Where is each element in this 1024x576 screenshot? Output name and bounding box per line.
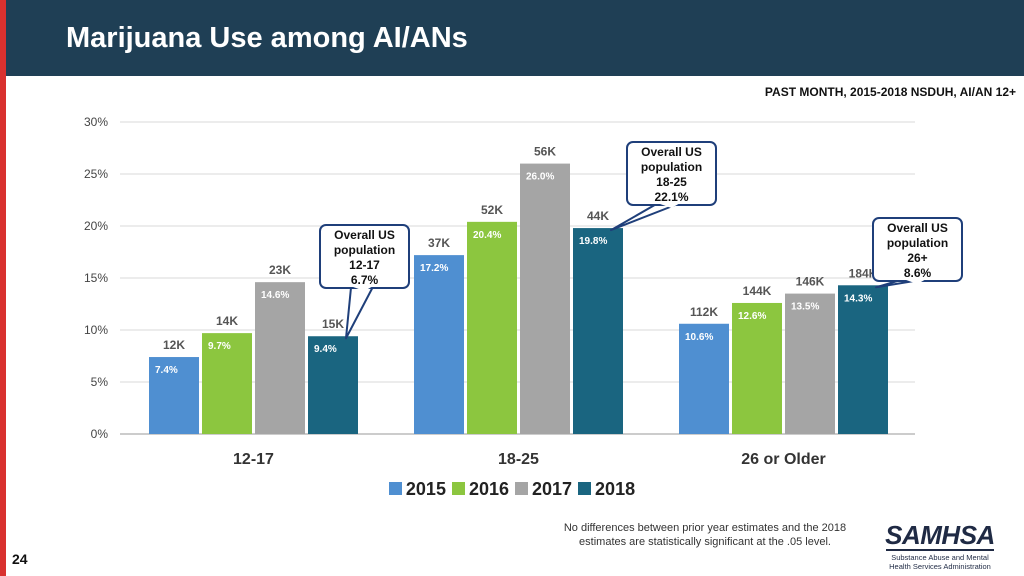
bar-value-label: 9.7% <box>208 341 231 352</box>
bar <box>414 255 464 434</box>
bar-count-label: 37K <box>428 236 450 250</box>
bar-value-label: 14.6% <box>261 290 289 301</box>
bar-value-label: 26.0% <box>526 172 554 183</box>
bar-value-label: 7.4% <box>155 365 178 376</box>
callout-joint <box>906 280 925 284</box>
bar-count-label: 23K <box>269 263 291 277</box>
callout-text: 18-25 <box>656 175 687 189</box>
callout-joint <box>660 204 679 208</box>
legend-item: 2016 <box>451 479 509 500</box>
bar-value-label: 12.6% <box>738 311 766 322</box>
bar <box>255 282 305 434</box>
chart-subtitle: PAST MONTH, 2015-2018 NSDUH, AI/AN 12+ <box>764 85 1016 99</box>
bar <box>573 228 623 434</box>
x-category-label: 18-25 <box>498 451 539 468</box>
legend-label: 2016 <box>468 479 509 499</box>
bar <box>785 293 835 434</box>
y-tick-label: 0% <box>91 427 109 441</box>
bar-count-label: 12K <box>163 338 185 352</box>
chart-legend: 2015 2016 2017 2018 <box>0 479 1024 500</box>
bar-count-label: 144K <box>743 284 772 298</box>
bar-count-label: 52K <box>481 203 503 217</box>
bar-value-label: 9.4% <box>314 344 337 355</box>
bar-value-label: 17.2% <box>420 263 448 274</box>
callout-text: 12-17 <box>349 258 380 272</box>
bar <box>838 285 888 434</box>
legend-label: 2017 <box>532 479 573 499</box>
samhsa-logo: SAMHSA Substance Abuse and Mental Health… <box>880 522 1000 571</box>
bar-value-label: 10.6% <box>685 332 713 343</box>
y-tick-label: 15% <box>84 271 108 285</box>
bar-value-label: 20.4% <box>473 230 501 241</box>
bar-count-label: 44K <box>587 209 609 223</box>
bar-count-label: 15K <box>322 317 344 331</box>
legend-swatch <box>451 482 465 495</box>
callout-text: population <box>334 243 395 257</box>
x-category-label: 26 or Older <box>741 451 825 468</box>
legend-swatch <box>578 482 592 495</box>
callout-text: 26+ <box>907 251 927 265</box>
bar <box>202 333 252 434</box>
footnote: No differences between prior year estima… <box>563 522 847 548</box>
accent-bar <box>0 0 6 576</box>
logo-rule <box>886 549 994 551</box>
legend-label: 2015 <box>405 479 446 499</box>
logo-wordmark: SAMHSA <box>885 520 995 550</box>
callout-text: population <box>887 236 948 250</box>
legend-item: 2015 <box>388 479 446 500</box>
bar <box>679 323 729 434</box>
bar <box>520 163 570 434</box>
bar-count-label: 184K <box>849 266 878 280</box>
x-category-label: 12-17 <box>233 451 274 468</box>
slide-number: 24 <box>12 551 28 567</box>
page-title: Marijuana Use among AI/ANs <box>66 22 468 54</box>
y-tick-label: 10% <box>84 323 108 337</box>
legend-item: 2018 <box>578 479 635 500</box>
bar-value-label: 19.8% <box>579 236 607 247</box>
header-banner: Marijuana Use among AI/ANs <box>6 0 1024 76</box>
callout-text: population <box>641 160 702 174</box>
callout-text: Overall US <box>887 221 948 235</box>
legend-item: 2017 <box>515 479 572 500</box>
bar <box>467 221 517 434</box>
logo-subtitle: Substance Abuse and Mental Health Servic… <box>889 553 991 571</box>
bar <box>149 357 199 434</box>
bar-value-label: 13.5% <box>791 302 819 313</box>
bar-count-label: 112K <box>690 305 718 319</box>
bar <box>732 302 782 434</box>
callout-text: 22.1% <box>654 190 688 204</box>
y-tick-label: 30% <box>84 115 108 129</box>
callout-text: 8.6% <box>904 266 932 280</box>
legend-swatch <box>515 482 528 495</box>
legend-swatch <box>388 482 402 495</box>
callout-text: 6.7% <box>351 273 379 287</box>
bar-count-label: 146K <box>796 275 825 289</box>
bar-count-label: 56K <box>534 145 556 159</box>
callout-text: Overall US <box>334 228 395 242</box>
y-tick-label: 25% <box>84 167 108 181</box>
legend-label: 2018 <box>595 479 636 499</box>
bar <box>308 336 358 434</box>
y-tick-label: 5% <box>91 375 109 389</box>
y-tick-label: 20% <box>84 219 108 233</box>
callout-joint <box>353 287 372 291</box>
callout-text: Overall US <box>641 145 702 159</box>
bar-count-label: 14K <box>216 314 238 328</box>
bar-value-label: 14.3% <box>844 293 872 304</box>
